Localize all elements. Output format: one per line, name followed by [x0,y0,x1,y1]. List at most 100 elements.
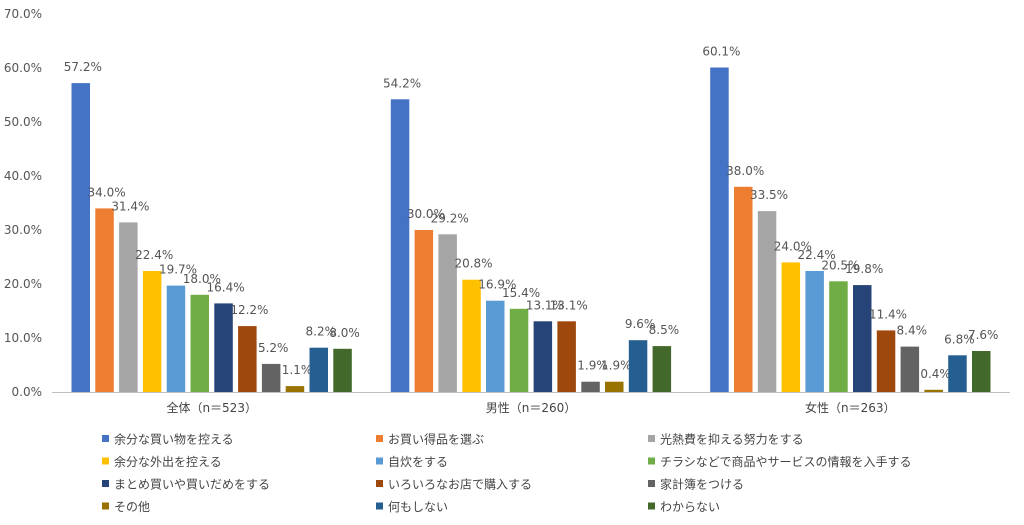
data-label: 15.4% [502,286,540,300]
y-tick-label: 20.0% [4,277,42,291]
bar [853,285,872,392]
y-tick-label: 10.0% [4,331,42,345]
bar [390,99,410,393]
bar [309,347,328,392]
legend-label: チラシなどで商品やサービスの情報を入手する [660,454,912,469]
bar [757,211,777,392]
bar [805,271,824,392]
y-tick-label: 0.0% [12,385,43,399]
legend-swatch [648,480,655,487]
bar [119,222,138,392]
data-label: 8.2% [306,325,337,339]
category-label: 男性（n＝260） [486,401,577,415]
legend-swatch [102,502,109,510]
data-label: 13.1% [550,298,588,312]
data-label: 1.9% [577,359,608,373]
legend-swatch [648,457,655,465]
data-label: 8.4% [897,324,928,338]
y-tick-label: 70.0% [4,7,42,21]
data-label: 30.0% [407,207,445,221]
legend-label: その他 [114,500,150,514]
legend-swatch [102,457,109,465]
legend-label: 余分な外出を控える [114,454,222,469]
bar [781,262,801,392]
legend-label: いろいろなお店で購入する [388,478,532,492]
bar [557,321,576,392]
data-label: 5.2% [258,341,289,355]
y-tick-label: 50.0% [4,115,42,129]
data-label: 19.7% [159,263,197,277]
data-label: 31.4% [111,199,149,213]
data-label: 24.0% [774,239,812,253]
legend-swatch [376,435,383,442]
legend-label: 自炊をする [388,455,448,469]
bar [414,230,434,392]
data-label: 60.1% [702,45,740,59]
bar [486,300,505,392]
data-label: 6.8% [944,332,975,346]
bar [652,346,672,392]
legend-label: 何もしない [388,500,448,514]
legend-label: わからない [660,500,720,514]
bar [462,279,481,392]
data-label: 20.8% [454,257,492,271]
y-tick-label: 30.0% [4,223,42,237]
bar [876,330,896,392]
category-label: 女性（n＝263） [805,400,896,415]
legend-swatch [376,480,383,487]
bar [533,321,553,392]
bar [948,355,967,392]
bar [734,186,753,392]
category-label: 全体（n＝523） [166,400,257,415]
data-label: 1.9% [601,359,632,373]
bar [261,363,281,392]
bar [829,281,848,392]
data-label: 19.8% [845,262,883,276]
legend-swatch [376,502,383,510]
data-label: 18.0% [183,272,221,286]
data-label: 1.1% [282,363,313,377]
bar [710,67,729,392]
data-label: 8.0% [329,326,360,340]
bar [190,294,209,392]
legend-label: 家計簿をつける [660,477,744,492]
legend-swatch [376,457,383,465]
data-label: 22.4% [798,248,836,262]
bar [71,83,90,392]
bar [605,381,624,392]
data-label: 7.6% [968,328,999,342]
bar [581,381,600,392]
data-label: 12.2% [230,303,268,317]
data-label: 16.4% [207,280,245,294]
legend-label: 光熱費を抑える努力をする [660,432,804,447]
data-label: 38.0% [726,164,764,178]
bar [285,386,305,392]
legend-label: 余分な買い物を控える [114,432,234,447]
y-tick-label: 40.0% [4,169,42,183]
data-label: 20.5% [821,258,859,272]
data-label: 33.5% [750,188,788,202]
bar [900,346,920,392]
bar [333,348,352,392]
bar [95,208,114,392]
legend-label: お買い得品を選ぶ [388,432,484,447]
data-label: 29.2% [431,211,469,225]
bar [238,326,257,392]
legend-swatch [648,435,655,442]
legend-swatch [102,435,109,442]
bar [438,234,457,392]
bar [628,340,648,392]
bar [142,271,162,392]
data-label: 57.2% [64,60,102,74]
data-label: 11.4% [869,307,907,321]
data-label: 9.6% [625,317,656,331]
legend-swatch [648,502,655,510]
legend-swatch [102,480,109,487]
bar [509,308,529,392]
data-label: 13.1% [526,298,564,312]
data-label: 0.4% [920,367,951,381]
data-label: 54.2% [383,76,421,90]
data-label: 8.5% [649,323,680,337]
